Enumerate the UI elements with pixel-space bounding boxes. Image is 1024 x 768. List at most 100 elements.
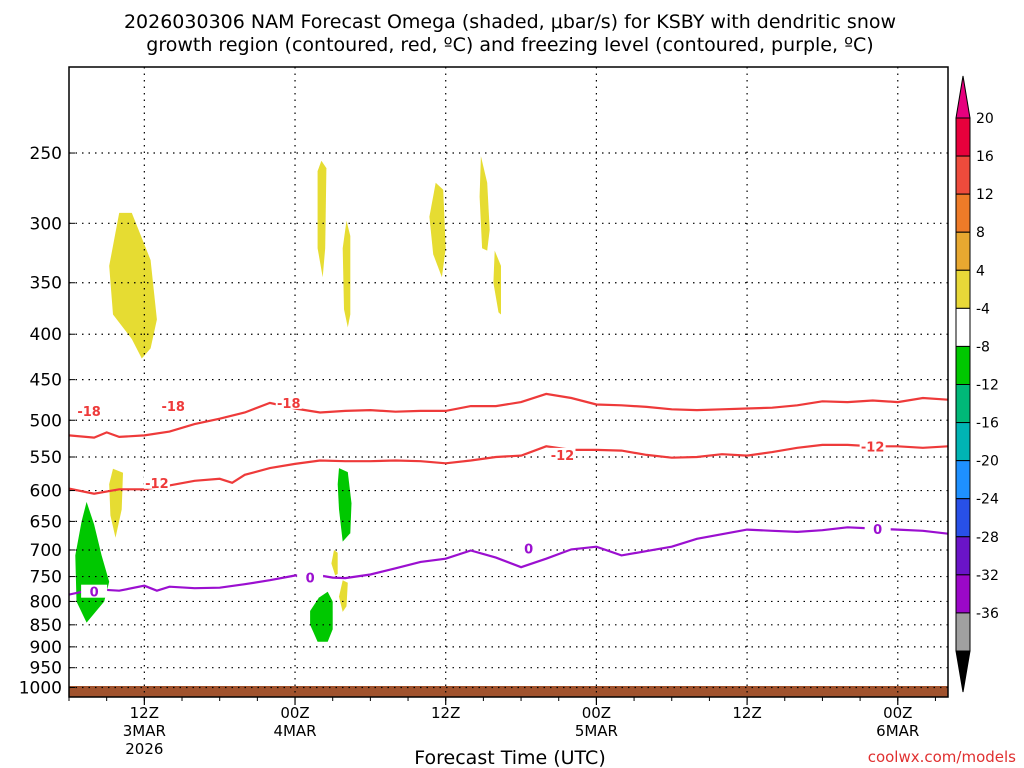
contour-line-1 [69, 443, 948, 495]
contour-label-bg [275, 395, 302, 409]
colorbar-label-2: 12 [976, 187, 994, 203]
contour-label-bg [549, 447, 576, 461]
x-tick-label-3: 00Z [582, 704, 611, 722]
omega-region-11 [310, 591, 333, 642]
contour-label-bg [515, 541, 542, 555]
y-tick-label-12: 850 [30, 616, 62, 636]
contour-label-bg [859, 439, 886, 453]
contour-line-0 [69, 392, 948, 439]
x-tick-label-0: 12Z [130, 704, 159, 722]
colorbar-label-8: -16 [976, 416, 999, 432]
colorbar-swatch-0 [955, 117, 971, 157]
y-tick-label-7: 600 [30, 482, 62, 502]
colorbar-swatch-7 [955, 384, 971, 424]
x-tick-label-5: 00Z [883, 704, 912, 722]
credit-text: coolwx.com/models [868, 748, 1016, 766]
plot-area [69, 156, 948, 697]
colorbar-label-9: -20 [976, 454, 999, 470]
omega-region-8 [339, 580, 348, 612]
colorbar-label-11: -28 [976, 530, 999, 546]
colorbar-swatch-6 [955, 345, 971, 385]
colorbar-label-12: -32 [976, 568, 999, 584]
grid-lines [69, 67, 948, 697]
contour-label-bg [76, 403, 103, 417]
contour-label-1-0: -12 [145, 477, 169, 492]
y-tick-label-15: 1000 [19, 678, 62, 698]
y-tick-label-3: 400 [30, 325, 62, 345]
contour-label-bg [143, 475, 170, 489]
plot-frame [68, 66, 949, 698]
colorbar-label-0: 20 [976, 111, 994, 127]
y-tick-label-5: 500 [30, 411, 62, 431]
omega-region-2 [342, 220, 351, 328]
contour-label-0-0: -18 [77, 405, 101, 420]
colorbar-swatch-2 [955, 193, 971, 233]
colorbar-label-7: -12 [976, 378, 999, 394]
contour-label-1-1: -12 [551, 449, 575, 464]
colorbar-top-arrow [955, 75, 971, 119]
omega-region-7 [331, 550, 338, 576]
y-tick-label-11: 800 [30, 592, 62, 612]
contour-label-0-2: -18 [277, 397, 301, 412]
colorbar-swatch-11 [955, 536, 971, 576]
omega-region-10 [337, 468, 352, 542]
colorbar-swatch-3 [955, 231, 971, 271]
colorbar-label-5: -4 [976, 301, 990, 317]
y-tick-label-8: 650 [30, 512, 62, 532]
colorbar-swatch-12 [955, 574, 971, 614]
colorbar-label-10: -24 [976, 492, 999, 508]
omega-region-9 [75, 501, 110, 623]
colorbar-swatch-8 [955, 422, 971, 462]
x-tick-date-5: 6MAR [876, 722, 919, 740]
omega-region-5 [493, 250, 501, 315]
contour-label-2-2: 0 [524, 542, 533, 557]
chart-title-line1: 2026030306 NAM Forecast Omega (shaded, μ… [124, 11, 896, 33]
contour-label-0-1: -18 [161, 400, 185, 415]
x-tick-label-4: 12Z [732, 704, 761, 722]
contour-label-1-2: -12 [861, 440, 885, 455]
y-tick-label-9: 700 [30, 541, 62, 561]
contour-layer: -18 -18 -18 -12 -12 -12 0 0 0 0 [69, 392, 948, 601]
contour-label-bg [81, 584, 108, 598]
x-tick-date-3: 5MAR [575, 722, 618, 740]
x-tick-label-2: 12Z [431, 704, 460, 722]
colorbar-label-3: 8 [976, 225, 985, 241]
contour-label-bg [864, 522, 891, 536]
colorbar-label-13: -36 [976, 606, 999, 622]
y-tick-label-2: 350 [30, 274, 62, 294]
y-tick-label-4: 450 [30, 371, 62, 391]
colorbar: 20 16 12 8 4 -4 -8 -12 -16 -20 -24 -28 -32 -36 [955, 75, 999, 693]
colorbar-swatch-9 [955, 460, 971, 500]
omega-region-6 [109, 468, 123, 538]
x-axis-label: Forecast Time (UTC) [414, 747, 605, 768]
contour-label-bg [297, 570, 324, 584]
y-axis: 2503003504004505005506006507007508008509… [19, 144, 75, 698]
y-tick-label-1: 300 [30, 214, 62, 234]
y-tick-label-13: 900 [30, 638, 62, 658]
contour-line-2 [69, 526, 948, 596]
y-tick-label-14: 950 [30, 659, 62, 679]
colorbar-label-1: 16 [976, 149, 994, 165]
x-tick-label-1: 00Z [280, 704, 309, 722]
omega-region-0 [109, 212, 157, 359]
colorbar-swatch-10 [955, 498, 971, 538]
chart-title-line2: growth region (contoured, red, ºC) and f… [146, 34, 873, 56]
contour-label-2-3: 0 [873, 523, 882, 538]
contour-label-2-0: 0 [90, 586, 99, 601]
contour-label-bg [160, 399, 187, 413]
colorbar-bottom-arrow [955, 650, 971, 693]
colorbar-label-4: 4 [976, 263, 985, 279]
colorbar-swatch-13 [955, 612, 971, 652]
omega-region-4 [479, 156, 490, 251]
colorbar-swatch-5 [955, 307, 971, 347]
y-tick-label-0: 250 [30, 144, 62, 164]
colorbar-swatch-1 [955, 155, 971, 195]
omega-region-1 [317, 160, 327, 278]
y-tick-label-6: 550 [30, 448, 62, 468]
y-tick-label-10: 750 [30, 568, 62, 588]
colorbar-swatch-4 [955, 269, 971, 309]
x-tick-date-0: 3MAR [123, 722, 166, 740]
terrain-band [69, 686, 948, 697]
